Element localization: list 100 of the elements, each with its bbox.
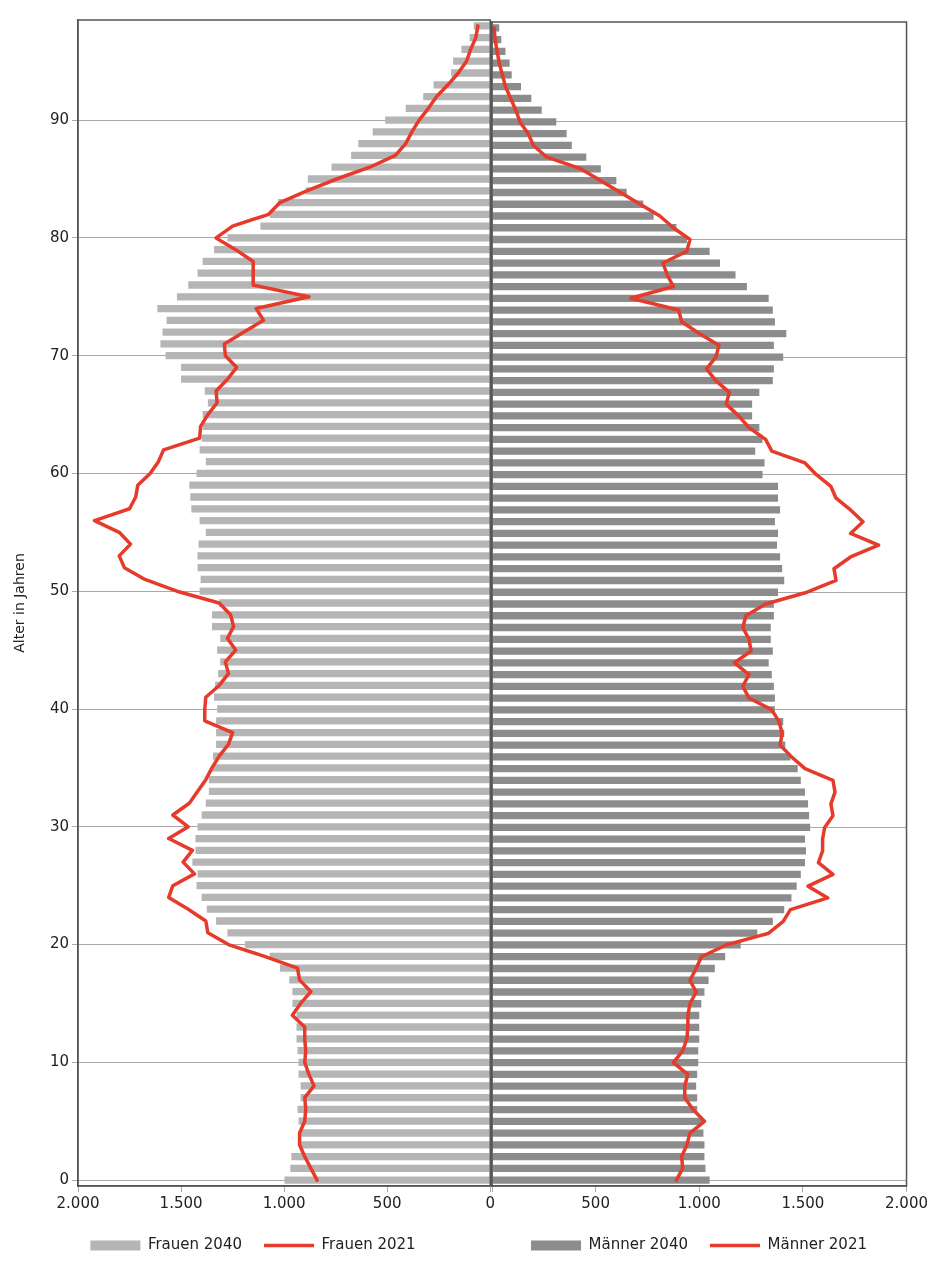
y-tick-label: 60 bbox=[49, 463, 69, 482]
bar bbox=[211, 611, 490, 619]
x-tick-label: 1.000 bbox=[262, 1193, 306, 1212]
bar bbox=[307, 175, 490, 183]
bar bbox=[220, 634, 490, 642]
bar bbox=[298, 1058, 490, 1066]
legend-label: Männer 2040 bbox=[588, 1235, 689, 1254]
bar bbox=[289, 976, 490, 984]
bar bbox=[300, 1129, 490, 1137]
bar bbox=[181, 363, 490, 372]
bar bbox=[296, 1011, 490, 1019]
bar bbox=[300, 1094, 490, 1102]
bar bbox=[218, 670, 490, 678]
bar bbox=[216, 728, 490, 737]
bar bbox=[195, 846, 490, 854]
bar bbox=[260, 222, 490, 230]
bar bbox=[216, 917, 490, 925]
bar bbox=[196, 882, 490, 890]
legend-label: Frauen 2021 bbox=[321, 1235, 416, 1254]
bar bbox=[305, 187, 490, 195]
bar bbox=[298, 1117, 490, 1125]
bar bbox=[227, 929, 490, 937]
bar bbox=[205, 799, 490, 807]
bar bbox=[199, 516, 490, 525]
bar bbox=[189, 481, 490, 489]
bar bbox=[358, 140, 490, 148]
bar bbox=[208, 776, 490, 784]
bar bbox=[214, 693, 490, 701]
bar bbox=[207, 399, 490, 407]
x-tick-label: 500 bbox=[581, 1193, 610, 1212]
bar bbox=[200, 575, 490, 584]
bar bbox=[201, 434, 490, 442]
bar bbox=[208, 787, 490, 796]
bar bbox=[215, 681, 490, 690]
bar bbox=[298, 1070, 490, 1078]
y-tick-label: 80 bbox=[49, 227, 69, 246]
y-tick-label: 0 bbox=[59, 1170, 69, 1188]
x-tick-label: 1.500 bbox=[781, 1193, 825, 1212]
bar bbox=[217, 705, 490, 713]
bar bbox=[211, 764, 490, 772]
bar bbox=[197, 269, 490, 277]
bar bbox=[297, 1105, 490, 1114]
y-tick-label: 10 bbox=[49, 1052, 69, 1071]
y-tick-label: 30 bbox=[49, 816, 69, 835]
bar bbox=[292, 999, 490, 1008]
bar bbox=[292, 988, 490, 996]
bar bbox=[165, 352, 490, 360]
bar bbox=[201, 811, 490, 819]
bar bbox=[205, 528, 490, 536]
y-tick-label: 70 bbox=[49, 345, 69, 364]
bar bbox=[162, 328, 490, 336]
bar bbox=[284, 1176, 490, 1184]
y-tick-label: 90 bbox=[49, 110, 69, 128]
bar bbox=[202, 257, 490, 266]
bar bbox=[191, 505, 490, 513]
bar bbox=[300, 1141, 490, 1149]
x-tick-label: 1.000 bbox=[677, 1193, 721, 1212]
bar bbox=[216, 740, 490, 748]
bar bbox=[188, 281, 490, 289]
bar bbox=[277, 198, 490, 207]
bar bbox=[166, 316, 490, 324]
bar bbox=[296, 1023, 490, 1031]
x-tick-label: 2.000 bbox=[56, 1193, 100, 1212]
bar bbox=[195, 834, 490, 843]
bar bbox=[196, 469, 490, 478]
bar bbox=[291, 1152, 490, 1161]
bar bbox=[198, 540, 490, 548]
y-tick-label: 20 bbox=[49, 934, 69, 953]
bar bbox=[213, 752, 490, 760]
bar bbox=[192, 858, 490, 866]
bar bbox=[300, 1082, 490, 1090]
bar bbox=[296, 1035, 490, 1043]
bar bbox=[202, 422, 490, 430]
bar bbox=[204, 387, 490, 395]
bar bbox=[290, 1164, 490, 1172]
bar bbox=[199, 446, 490, 454]
bar bbox=[279, 964, 490, 972]
bar bbox=[351, 151, 490, 160]
bar bbox=[206, 905, 490, 913]
bar bbox=[405, 104, 490, 112]
bar bbox=[269, 952, 490, 960]
bar bbox=[216, 717, 490, 725]
bar bbox=[211, 622, 490, 631]
bar bbox=[181, 375, 490, 383]
legend-label: Frauen 2040 bbox=[147, 1235, 243, 1254]
x-tick-label: 0 bbox=[485, 1193, 495, 1212]
bar bbox=[197, 552, 490, 560]
bar bbox=[190, 493, 490, 501]
bar bbox=[197, 823, 490, 831]
legend-label: Männer 2021 bbox=[767, 1235, 867, 1254]
bar bbox=[227, 234, 490, 242]
bar bbox=[244, 940, 490, 949]
y-tick-label: 50 bbox=[49, 581, 69, 600]
y-axis-title: Alter in Jahren bbox=[11, 553, 28, 653]
bar bbox=[160, 340, 490, 348]
bar bbox=[205, 458, 490, 466]
bar bbox=[202, 410, 490, 419]
bar bbox=[385, 116, 490, 124]
bar bbox=[201, 893, 490, 902]
bar bbox=[199, 587, 490, 595]
